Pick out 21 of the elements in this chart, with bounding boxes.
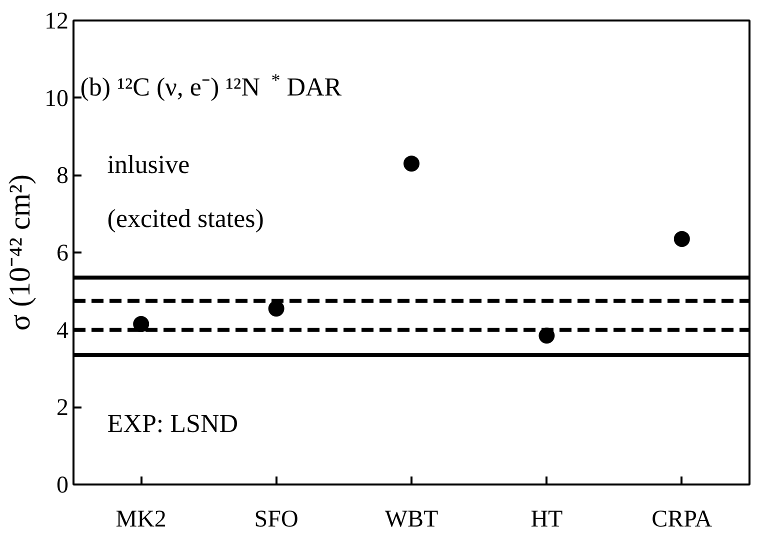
annotation: (excited states) xyxy=(107,204,264,234)
x-tick-label: HT xyxy=(530,506,564,532)
y-tick-label: 12 xyxy=(44,8,68,34)
x-tick-label: SFO xyxy=(254,506,298,532)
x-tick-label: MK2 xyxy=(116,506,166,532)
annotation: EXP: LSND xyxy=(107,409,238,438)
point xyxy=(674,230,690,247)
point xyxy=(268,300,284,317)
x-tick-label: CRPA xyxy=(652,506,713,532)
point xyxy=(404,156,420,172)
y-tick-label: 4 xyxy=(56,318,68,344)
y-tick-label: 0 xyxy=(56,472,68,498)
y-tick-label: 10 xyxy=(44,86,68,112)
y-tick-label: 2 xyxy=(56,395,68,422)
y-axis-title: σ (10⁻⁴² cm²) xyxy=(4,174,36,331)
annotation: (b) ¹²C (ν, e⁻) ¹²N* DAR xyxy=(80,70,342,102)
x-tick-label: WBT xyxy=(384,506,438,532)
y-tick-label: 8 xyxy=(56,163,68,190)
y-tick-label: 6 xyxy=(56,240,68,266)
point xyxy=(133,316,150,332)
annotation: inlusive xyxy=(107,150,190,180)
